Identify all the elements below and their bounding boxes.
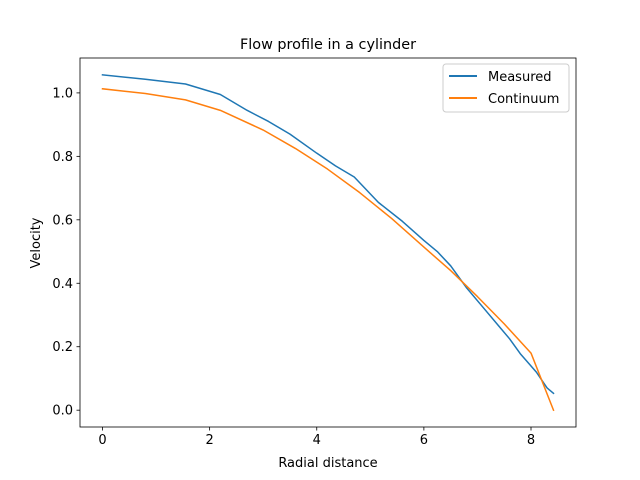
y-axis-label: Velocity — [29, 217, 44, 268]
y-tick-label: 0.0 — [52, 404, 73, 419]
y-tick-label: 0.8 — [52, 150, 73, 165]
series-line-continuum — [101, 87, 555, 412]
x-tick-label: 2 — [205, 433, 213, 448]
y-tick-label: 0.2 — [52, 340, 73, 355]
legend-label-measured: Measured — [488, 70, 552, 85]
y-tick-label: 0.4 — [52, 277, 73, 292]
y-tick-label: 0.6 — [52, 213, 73, 228]
series-line-measured — [101, 73, 555, 395]
x-tick-label: 0 — [98, 433, 106, 448]
x-tick-label: 6 — [420, 433, 428, 448]
series-layer — [101, 73, 555, 412]
legend-label-continuum: Continuum — [488, 92, 559, 107]
legend: Measured Continuum — [442, 63, 570, 113]
plot-frame — [79, 57, 577, 428]
plot-area — [80, 58, 576, 427]
x-tick-label: 8 — [527, 433, 535, 448]
y-tick-label: 1.0 — [52, 86, 73, 101]
x-axis-label: Radial distance — [278, 456, 377, 471]
x-tick-label: 4 — [313, 433, 321, 448]
chart-title: Flow profile in a cylinder — [240, 37, 416, 53]
axis-layer: 0 2 4 6 8 0.0 0.2 0.4 0.6 0.8 1.0 — [52, 86, 535, 448]
